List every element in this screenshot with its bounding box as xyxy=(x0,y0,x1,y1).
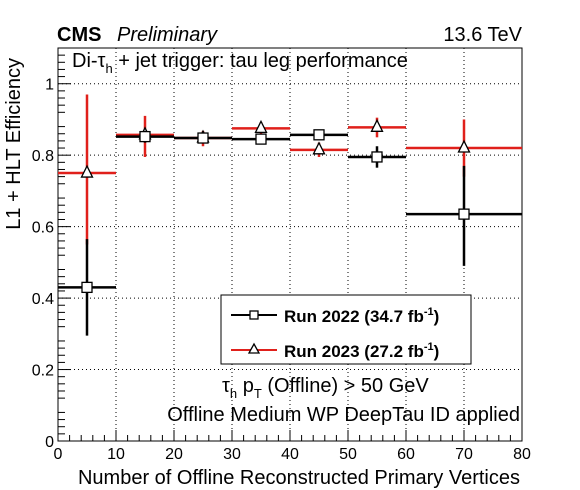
x-tick-label: 30 xyxy=(223,446,241,463)
data-point-marker xyxy=(457,139,471,153)
energy-label: 13.6 TeV xyxy=(443,24,522,46)
data-point-marker xyxy=(80,164,94,178)
y-axis-label: L1 + HLT Efficiency xyxy=(3,58,25,230)
data-point-marker xyxy=(313,129,325,141)
x-tick-label: 80 xyxy=(513,446,531,463)
x-axis-label: Number of Offline Reconstructed Primary … xyxy=(78,467,520,489)
data-point-marker xyxy=(139,130,151,143)
x-tick-label: 70 xyxy=(455,446,473,463)
legend-entry-run2023: Run 2023 (27.2 fb-1) xyxy=(231,341,439,361)
chart-title: Di-τh + jet trigger: tau leg performance xyxy=(72,50,408,76)
data-point-marker xyxy=(370,118,384,132)
x-tick-label: 0 xyxy=(54,446,63,463)
x-tick-label: 50 xyxy=(339,446,357,463)
y-tick-label: 0.8 xyxy=(32,148,54,165)
y-tick-label: 0 xyxy=(45,434,54,451)
x-tick-label: 60 xyxy=(397,446,415,463)
experiment-label: CMS xyxy=(57,24,101,46)
y-tick-label: 1 xyxy=(45,77,54,94)
series-run2022 xyxy=(58,129,522,336)
x-tick-label: 20 xyxy=(165,446,183,463)
annotation-pt-cut: τh pT (Offline) > 50 GeV xyxy=(222,375,429,401)
x-tick-label: 10 xyxy=(107,446,125,463)
data-point-marker xyxy=(197,132,209,144)
y-tick-label: 0.4 xyxy=(32,291,54,308)
data-point-marker xyxy=(81,281,93,294)
data-point-marker xyxy=(458,208,470,220)
x-tick-label: 40 xyxy=(281,446,299,463)
legend-box xyxy=(220,294,472,365)
legend-label-run2022: Run 2022 (34.7 fb-1) xyxy=(284,306,439,326)
y-tick-labels: 0 0.2 0.4 0.6 0.8 1 xyxy=(32,77,54,451)
data-point-marker xyxy=(312,141,326,155)
data-point-marker xyxy=(255,133,267,145)
annotation-id-wp: Offline Medium WP DeepTau ID applied xyxy=(167,404,520,426)
legend-label-run2023: Run 2023 (27.2 fb-1) xyxy=(284,341,439,361)
legend: Run 2022 (34.7 fb-1) Run 2023 (27.2 fb-1… xyxy=(220,294,472,365)
y-tick-label: 0.6 xyxy=(32,220,54,237)
axis-ticks xyxy=(57,54,523,442)
status-label: Preliminary xyxy=(117,24,218,46)
data-series xyxy=(58,94,522,336)
legend-entry-run2022: Run 2022 (34.7 fb-1) xyxy=(231,306,439,326)
y-tick-label: 0.2 xyxy=(32,363,54,380)
data-point-marker xyxy=(254,119,268,134)
x-tick-labels: 0 10 20 30 40 50 60 70 80 xyxy=(54,446,531,463)
data-point-marker xyxy=(371,151,383,163)
